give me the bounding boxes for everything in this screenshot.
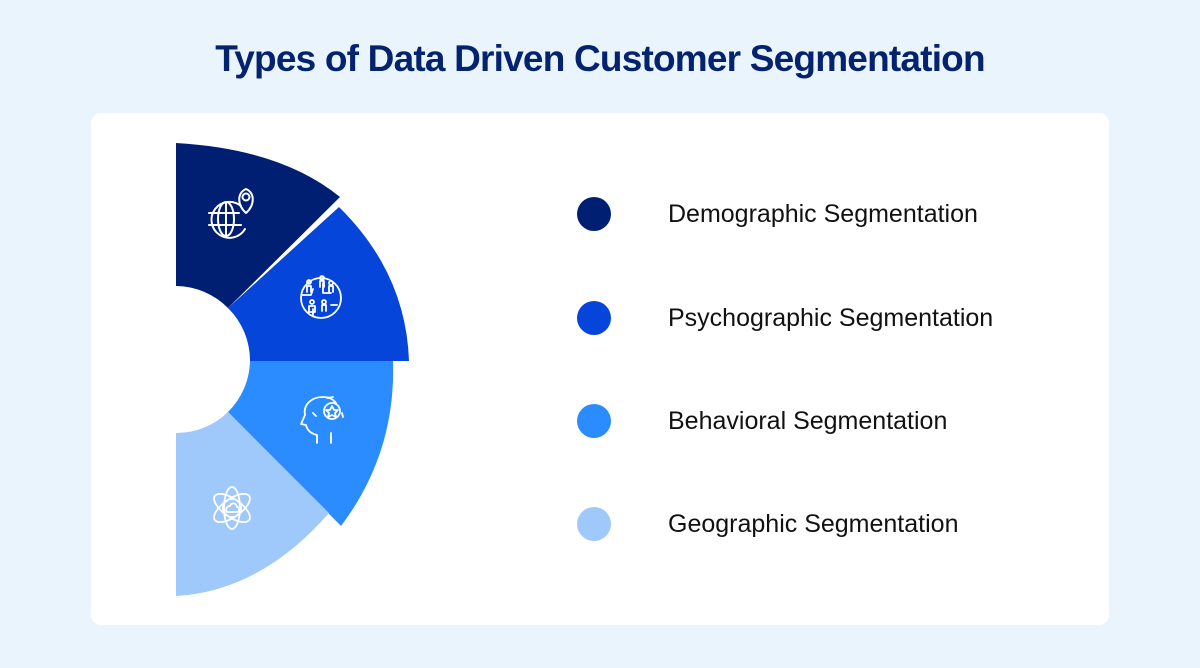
diagram-card: Demographic Segmentation Psychographic S… — [91, 113, 1109, 625]
segmentation-wheel — [176, 143, 409, 596]
legend-label: Geographic Segmentation — [668, 509, 959, 538]
page-title: Types of Data Driven Customer Segmentati… — [215, 38, 985, 79]
legend-item-demographic: Demographic Segmentation — [577, 194, 978, 234]
wedge-geographic — [176, 412, 329, 596]
people-on-globe-icon — [300, 275, 342, 319]
behavioral-color-dot — [577, 404, 611, 438]
legend-item-psychographic: Psychographic Segmentation — [577, 298, 993, 338]
head-with-gear-icon — [300, 396, 344, 444]
wedge-demographic — [176, 143, 340, 308]
globe-location-pin-icon — [208, 188, 254, 239]
psychographic-color-dot — [577, 301, 611, 335]
legend-item-behavioral: Behavioral Segmentation — [577, 401, 947, 441]
legend-label: Behavioral Segmentation — [668, 406, 948, 435]
wedge-behavioral — [228, 361, 394, 526]
legend-item-geographic: Geographic Segmentation — [577, 504, 958, 544]
geographic-color-dot — [577, 507, 611, 541]
legend-label: Demographic Segmentation — [668, 199, 978, 228]
demographic-color-dot — [577, 197, 611, 231]
legend-label: Psychographic Segmentation — [668, 303, 994, 332]
wedge-psychographic — [228, 207, 409, 361]
atom-cloud-icon — [213, 486, 251, 530]
